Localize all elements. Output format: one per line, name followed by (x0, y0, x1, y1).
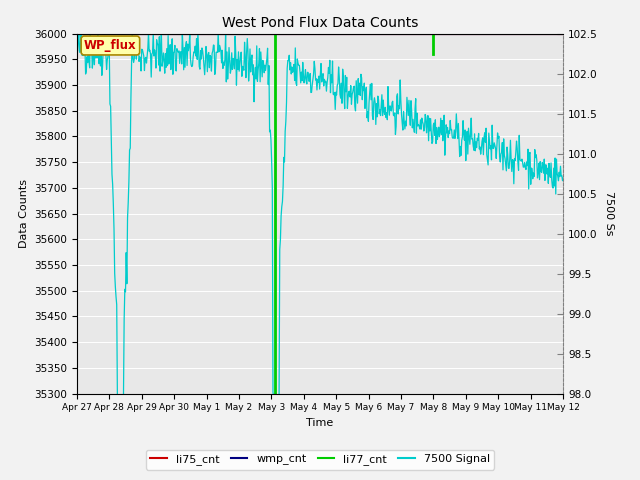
Y-axis label: 7500 Ss: 7500 Ss (604, 192, 614, 236)
Title: West Pond Flux Data Counts: West Pond Flux Data Counts (222, 16, 418, 30)
Y-axis label: Data Counts: Data Counts (19, 179, 29, 248)
Text: WP_flux: WP_flux (84, 39, 137, 52)
X-axis label: Time: Time (307, 418, 333, 428)
Legend: li75_cnt, wmp_cnt, li77_cnt, 7500 Signal: li75_cnt, wmp_cnt, li77_cnt, 7500 Signal (146, 450, 494, 469)
